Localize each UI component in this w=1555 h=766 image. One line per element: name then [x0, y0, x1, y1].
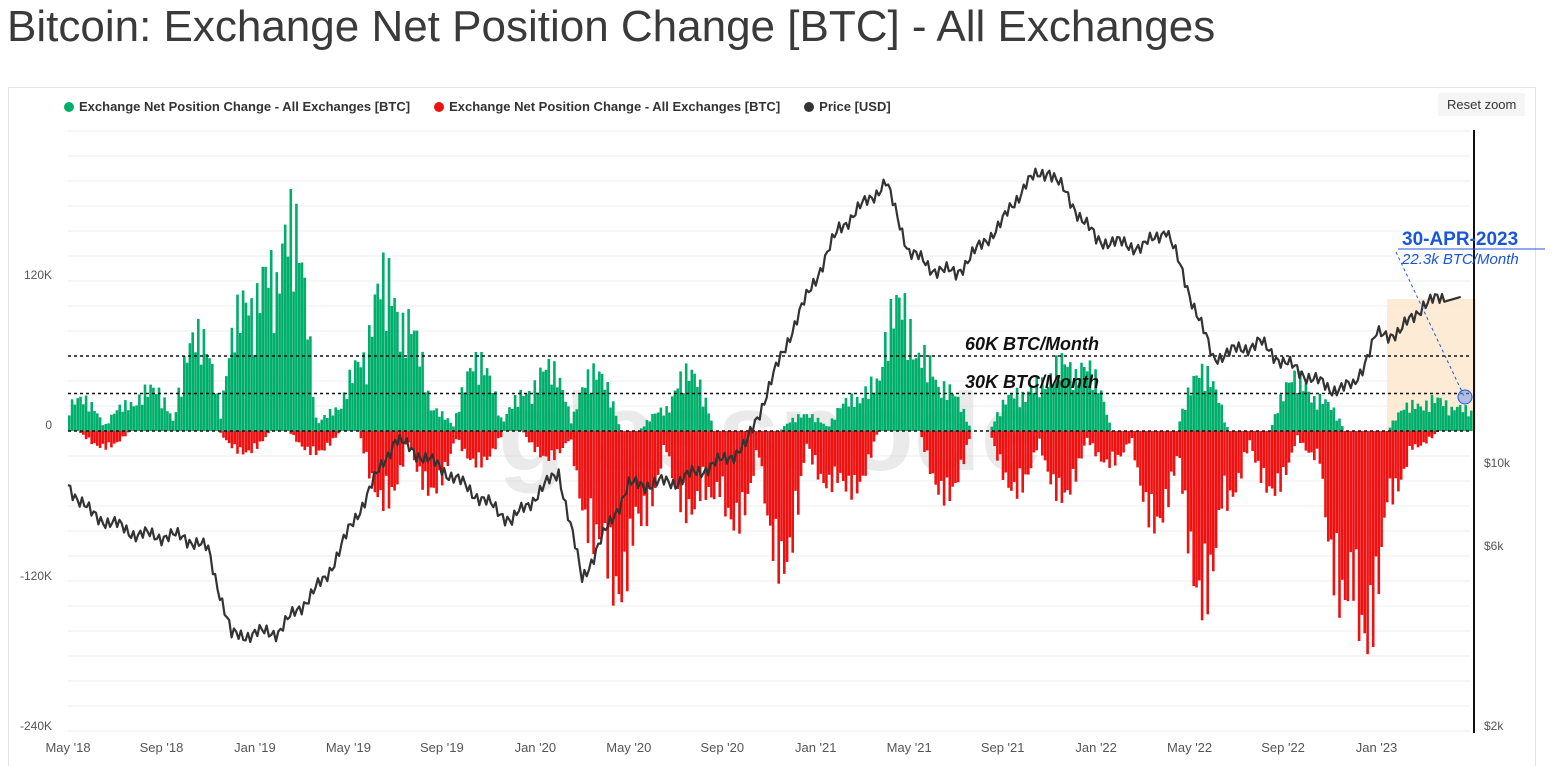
- chart-legend: Exchange Net Position Change - All Excha…: [64, 99, 891, 114]
- legend-item-red[interactable]: Exchange Net Position Change - All Excha…: [434, 99, 780, 114]
- chart-panel: [8, 87, 1536, 766]
- legend-item-green[interactable]: Exchange Net Position Change - All Excha…: [64, 99, 410, 114]
- legend-label-price: Price [USD]: [819, 99, 891, 114]
- legend-dot-red: [434, 101, 445, 112]
- legend-label-red: Exchange Net Position Change - All Excha…: [449, 99, 781, 114]
- reset-zoom-button[interactable]: Reset zoom: [1438, 93, 1526, 116]
- legend-dot-green: [64, 101, 74, 112]
- legend-label-green: Exchange Net Position Change - All Excha…: [79, 99, 411, 114]
- legend-item-price[interactable]: Price [USD]: [804, 99, 891, 114]
- legend-dot-price: [804, 101, 815, 112]
- page-title: Bitcoin: Exchange Net Position Change [B…: [7, 2, 1216, 51]
